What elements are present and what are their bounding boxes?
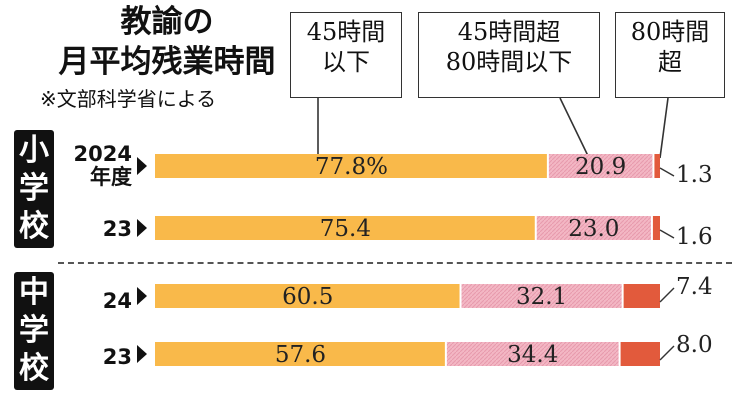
row-label-year: 2024 xyxy=(73,142,132,166)
chart-title-line-1: 教諭の xyxy=(120,4,214,40)
bar-under45-row-0 xyxy=(155,154,548,178)
legend-over80-line-1: 80時間 xyxy=(630,18,710,46)
legend-under45-line-2: 以下 xyxy=(322,48,370,76)
value-label-under45-row-1: 75.4 xyxy=(320,216,371,242)
value-label-over80-row-3: 8.0 xyxy=(676,332,713,358)
row-label-junior-24: 24 xyxy=(50,290,132,313)
group-junior-char-2: 学 xyxy=(19,313,49,348)
group-label-junior-high: 中 学 校 xyxy=(14,272,54,390)
value-label-45to80-row-1: 23.0 xyxy=(568,216,619,242)
row-label-elementary-23: 23 xyxy=(50,218,132,241)
row-pointer-0 xyxy=(137,157,147,175)
row-pointer-2 xyxy=(137,287,147,305)
row-label-24: 24 xyxy=(102,289,132,313)
value-label-over80-row-2: 7.4 xyxy=(676,274,713,300)
value-label-45to80-row-0: 20.9 xyxy=(575,154,626,180)
group-junior-char-1: 中 xyxy=(19,275,49,310)
bar-45to80-row-1 xyxy=(535,216,652,240)
row-pointer-1 xyxy=(137,219,147,237)
legend-callout-45to80: 45時間超 80時間以下 xyxy=(418,12,600,98)
bar-under45-row-1 xyxy=(155,216,536,240)
value-label-under45-row-3: 57.6 xyxy=(275,342,326,368)
row-pointer-3 xyxy=(137,345,147,363)
legend-45to80-line-2: 80時間以下 xyxy=(445,48,573,76)
group-label-elementary: 小 学 校 xyxy=(14,130,54,248)
legend-leader-45to80 xyxy=(559,97,591,161)
row-label-elementary-2024: 2024 年度 xyxy=(50,143,132,189)
row-label-junior-23: 23 xyxy=(50,346,132,369)
legend-45to80-line-1: 45時間超 xyxy=(457,18,561,46)
group-elementary-char-2: 学 xyxy=(19,171,49,206)
bar-over80-row-0 xyxy=(653,154,660,178)
value-label-over80-row-0: 1.3 xyxy=(676,162,713,188)
value-label-under45-row-2: 60.5 xyxy=(282,284,333,310)
row-label-23-b: 23 xyxy=(102,345,132,369)
value-leader-over80-row-3 xyxy=(659,345,675,361)
value-leader-over80-row-0 xyxy=(659,167,675,177)
legend-callout-under45: 45時間 以下 xyxy=(290,12,402,98)
group-elementary-char-1: 小 xyxy=(19,133,49,168)
value-label-under45-row-0: 77.8% xyxy=(315,154,388,180)
legend-leader-over80 xyxy=(659,97,669,159)
bar-over80-row-1 xyxy=(651,216,660,240)
legend-over80-line-2: 超 xyxy=(658,48,682,76)
bar-45to80-row-0 xyxy=(547,154,654,178)
group-junior-char-3: 校 xyxy=(19,351,49,386)
legend-under45-line-1: 45時間 xyxy=(306,18,386,46)
group-elementary-char-3: 校 xyxy=(19,209,49,244)
chart-title-line-2: 月平均残業時間 xyxy=(58,44,276,80)
bar-under45-row-2 xyxy=(155,284,461,308)
source-note: ※文部科学省による xyxy=(40,87,217,111)
value-label-over80-row-1: 1.6 xyxy=(676,224,713,250)
value-leader-over80-row-2 xyxy=(659,287,675,303)
bar-under45-row-3 xyxy=(155,342,446,366)
row-label-year-suffix: 年度 xyxy=(90,165,132,189)
bar-45to80-row-3 xyxy=(445,342,620,366)
bar-over80-row-3 xyxy=(619,342,660,366)
chart-title: 教諭の 月平均残業時間 xyxy=(42,2,292,82)
value-label-45to80-row-3: 34.4 xyxy=(507,342,558,368)
group-divider xyxy=(58,262,732,264)
value-leader-over80-row-1 xyxy=(659,229,675,239)
row-label-23-a: 23 xyxy=(102,217,132,241)
bar-45to80-row-2 xyxy=(460,284,623,308)
legend-callout-over80: 80時間 超 xyxy=(615,12,725,98)
bar-over80-row-2 xyxy=(622,284,660,308)
value-label-45to80-row-2: 32.1 xyxy=(516,284,567,310)
